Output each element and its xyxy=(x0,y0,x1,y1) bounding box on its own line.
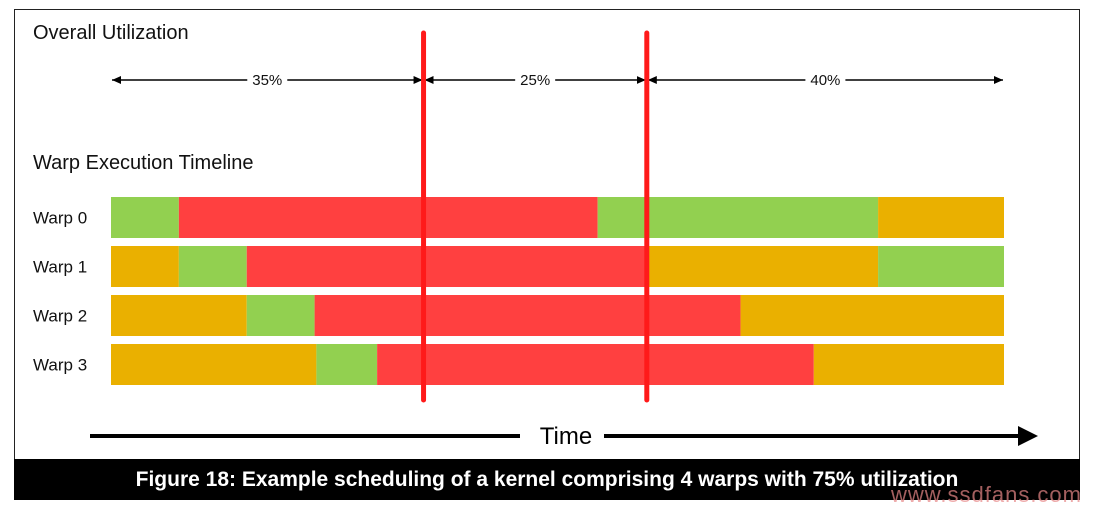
phase-markers xyxy=(421,30,650,403)
warp-segment-green xyxy=(597,197,879,238)
warp-timeline-title: Warp Execution Timeline xyxy=(33,152,254,174)
warp-segment-orange xyxy=(111,344,317,385)
warp-segment-orange xyxy=(878,197,1004,238)
warp-segment-green xyxy=(246,295,315,336)
warp-segment-red xyxy=(314,295,741,336)
warp-segment-green xyxy=(878,246,1004,287)
warp-label: Warp 0 xyxy=(33,209,87,228)
warp-segment-orange xyxy=(813,344,1004,385)
warp-segment-green xyxy=(111,197,179,238)
figure-caption: Figure 18: Example scheduling of a kerne… xyxy=(14,459,1080,500)
phase-percent-label: 35% xyxy=(252,72,282,89)
time-axis: Time xyxy=(90,423,1038,450)
phase-percent-label: 25% xyxy=(520,72,550,89)
watermark: www.ssdfans.com xyxy=(890,482,1082,507)
warp-segment-green xyxy=(178,246,247,287)
warp-label: Warp 1 xyxy=(33,258,87,277)
phase-percent-label: 40% xyxy=(810,72,840,89)
warp-segment-red xyxy=(178,197,598,238)
utilization-phase-arrows: 35% 25% 40% xyxy=(112,72,1003,89)
warp-segment-orange xyxy=(740,295,1004,336)
warp-labels: Warp 0 Warp 1 Warp 2 Warp 3 xyxy=(33,209,87,375)
overall-utilization-title: Overall Utilization xyxy=(33,22,189,44)
warp-bars xyxy=(111,197,1004,385)
warp-label: Warp 2 xyxy=(33,307,87,326)
time-arrowhead-icon xyxy=(1018,426,1038,446)
warp-segment-orange xyxy=(111,246,179,287)
warp-label: Warp 3 xyxy=(33,356,87,375)
time-label: Time xyxy=(540,423,592,450)
warp-segment-red xyxy=(377,344,814,385)
warp-segment-orange xyxy=(646,246,879,287)
warp-segment-orange xyxy=(111,295,247,336)
warp-segment-red xyxy=(246,246,647,287)
warp-segment-green xyxy=(316,344,378,385)
